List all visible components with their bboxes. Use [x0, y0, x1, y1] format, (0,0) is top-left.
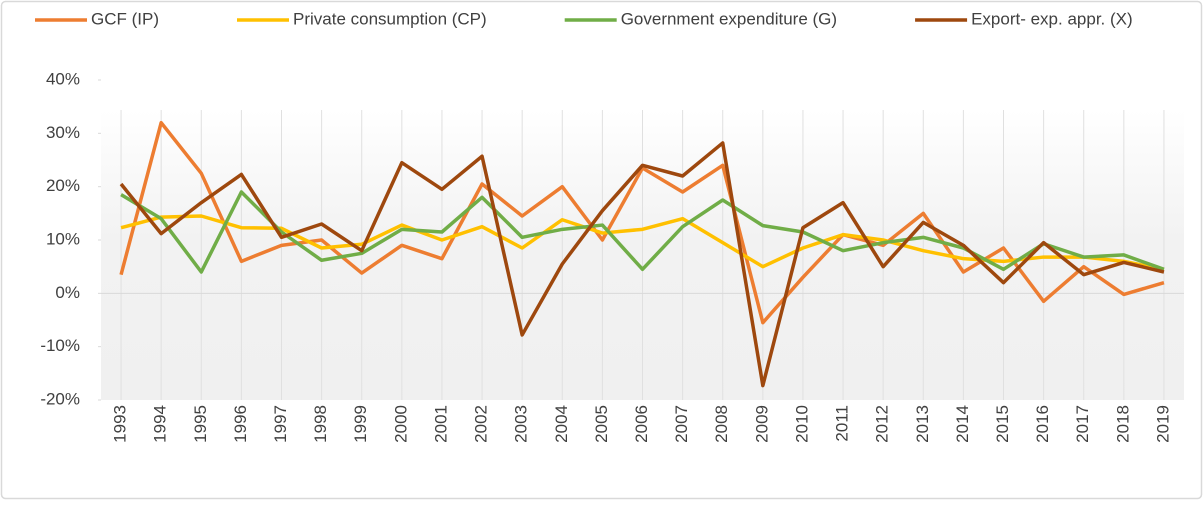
legend-label: Government expenditure (G)	[621, 9, 837, 28]
x-tick-label: 2015	[993, 405, 1012, 443]
legend-label: Export- exp. appr. (X)	[971, 9, 1133, 28]
x-tick-label: 2010	[792, 405, 811, 443]
x-tick-label: 2017	[1073, 405, 1092, 443]
x-tick-label: 1998	[311, 405, 330, 443]
y-tick-label: -20%	[40, 389, 80, 408]
y-tick-label: 0%	[55, 283, 80, 302]
series-line	[119, 141, 1165, 388]
x-tick-label: 1995	[191, 405, 210, 443]
x-tick-label: 2011	[833, 405, 852, 442]
y-tick-label: 30%	[46, 123, 80, 142]
series-line	[120, 190, 1165, 274]
x-tick-label: 2008	[712, 405, 731, 443]
x-tick-label: 2004	[552, 405, 571, 443]
x-tick-label: 2013	[913, 405, 932, 443]
x-tick-label: 2005	[592, 405, 611, 443]
x-tick-label: 1997	[271, 405, 290, 443]
y-tick-label: -10%	[40, 336, 80, 355]
x-tick-label: 1996	[231, 405, 250, 443]
x-tick-label: 2006	[632, 405, 651, 443]
y-tick-label: 10%	[46, 229, 80, 248]
x-tick-label: 2001	[431, 405, 450, 443]
x-tick-label: 2000	[391, 405, 410, 443]
x-tick-label: 2012	[873, 405, 892, 443]
x-tick-label: 2019	[1153, 405, 1172, 443]
x-tick-label: 2003	[512, 405, 531, 443]
x-tick-label: 2014	[953, 405, 972, 443]
x-tick-label: 1999	[351, 405, 370, 443]
legend-label: Private consumption (CP)	[293, 9, 487, 28]
x-tick-label: 1994	[151, 405, 170, 443]
x-tick-label: 2007	[672, 405, 691, 443]
y-tick-label: 20%	[46, 176, 80, 195]
x-tick-label: 2018	[1113, 405, 1132, 443]
x-tick-label: 1993	[111, 405, 130, 443]
legend-label: GCF (IP)	[91, 9, 159, 28]
x-tick-label: 2016	[1033, 405, 1052, 443]
y-tick-label: 40%	[46, 69, 80, 88]
x-tick-label: 2002	[472, 405, 491, 443]
x-tick-label: 2009	[752, 405, 771, 443]
